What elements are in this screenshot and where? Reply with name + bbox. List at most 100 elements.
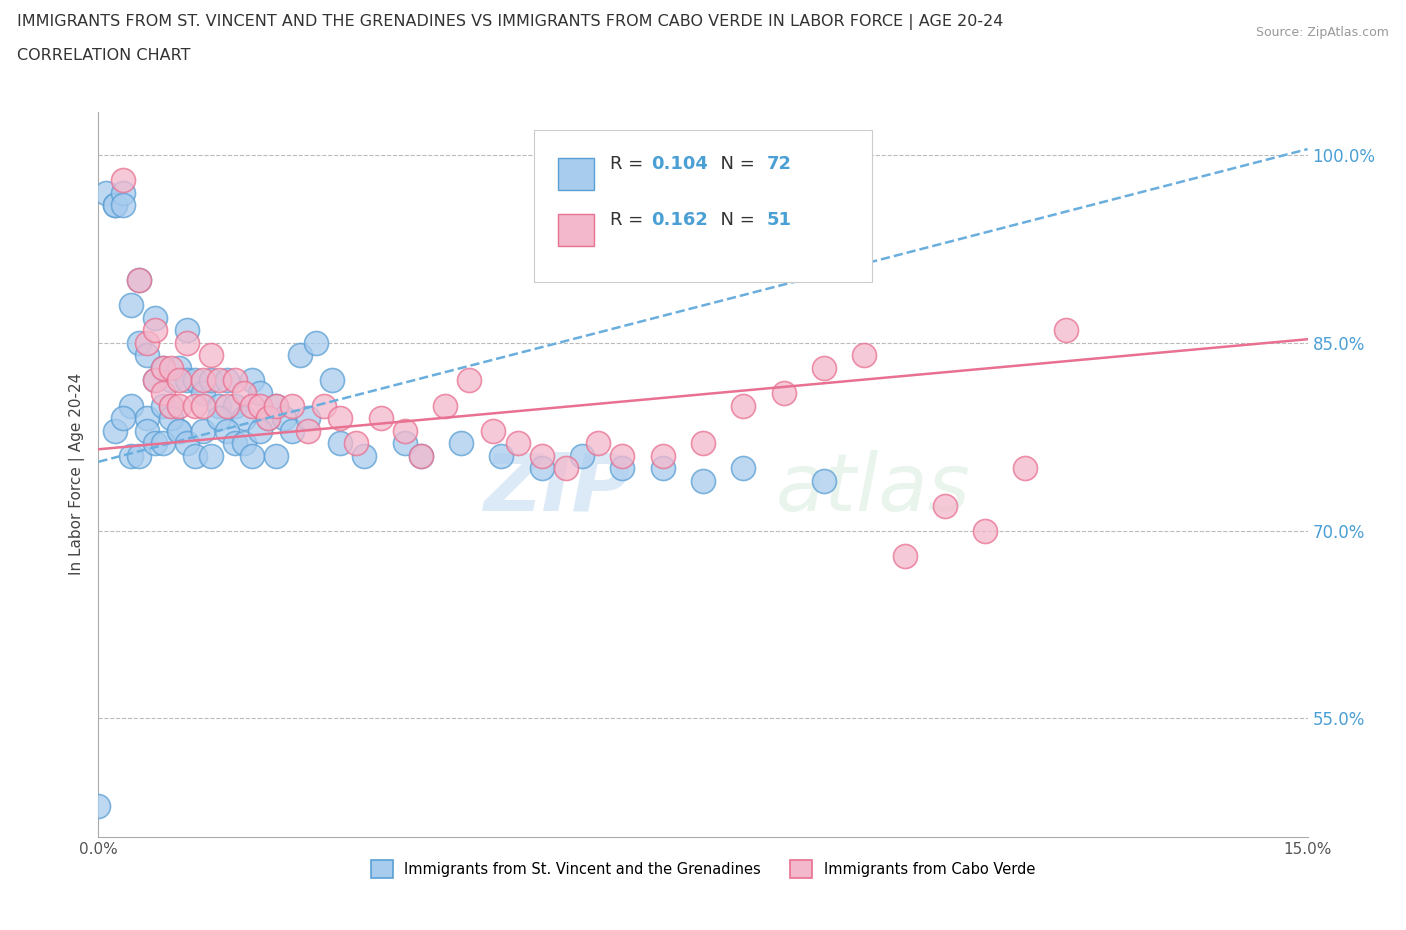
Point [217, 373, 239, 388]
Point [128, 273, 150, 288]
Bar [558, 158, 595, 190]
Point [458, 373, 481, 388]
Point [176, 373, 198, 388]
Point [329, 410, 352, 425]
Point [224, 435, 246, 450]
Point [273, 410, 295, 425]
Point [87, 798, 110, 813]
Point [160, 410, 183, 425]
Text: Source: ZipAtlas.com: Source: ZipAtlas.com [1256, 26, 1389, 39]
Point [103, 198, 125, 213]
Point [394, 423, 416, 438]
Point [208, 410, 231, 425]
Point [135, 423, 157, 438]
Point [353, 448, 375, 463]
Point [288, 348, 311, 363]
Point [692, 473, 714, 488]
Point [152, 435, 174, 450]
Point [297, 423, 319, 438]
Point [184, 448, 207, 463]
Point [111, 173, 134, 188]
Point [217, 398, 239, 413]
Point [143, 323, 166, 338]
Text: 51: 51 [768, 211, 792, 230]
Point [96, 185, 118, 200]
Point [128, 336, 150, 351]
Point [193, 398, 215, 413]
Point [217, 423, 239, 438]
Point [143, 373, 166, 388]
Point [152, 386, 174, 401]
Bar [558, 214, 595, 246]
Point [111, 185, 134, 200]
Point [135, 336, 157, 351]
Point [135, 410, 157, 425]
Point [200, 373, 222, 388]
Point [224, 398, 246, 413]
Point [160, 361, 183, 376]
Point [160, 398, 183, 413]
Point [813, 361, 835, 376]
Point [264, 448, 287, 463]
Point [264, 398, 287, 413]
Text: IMMIGRANTS FROM ST. VINCENT AND THE GRENADINES VS IMMIGRANTS FROM CABO VERDE IN : IMMIGRANTS FROM ST. VINCENT AND THE GREN… [17, 14, 1004, 30]
Point [120, 448, 142, 463]
Point [160, 373, 183, 388]
Point [1014, 460, 1036, 475]
Text: 72: 72 [768, 154, 792, 173]
Point [143, 373, 166, 388]
Text: N =: N = [709, 211, 761, 230]
Point [264, 398, 287, 413]
Point [450, 435, 472, 450]
Point [281, 423, 304, 438]
Point [167, 423, 190, 438]
Point [305, 336, 328, 351]
Point [240, 448, 263, 463]
Point [772, 386, 794, 401]
Point [974, 524, 997, 538]
Y-axis label: In Labor Force | Age 20-24: In Labor Force | Age 20-24 [69, 373, 84, 576]
FancyBboxPatch shape [534, 130, 872, 282]
Point [232, 410, 254, 425]
Point [143, 311, 166, 325]
Point [232, 435, 254, 450]
Point [612, 448, 634, 463]
Point [733, 460, 755, 475]
Point [651, 460, 673, 475]
Point [813, 473, 835, 488]
Point [176, 435, 198, 450]
Point [152, 361, 174, 376]
Point [184, 398, 207, 413]
Point [103, 423, 125, 438]
Point [167, 373, 190, 388]
Text: 0.104: 0.104 [651, 154, 707, 173]
Point [297, 410, 319, 425]
Point [409, 448, 432, 463]
Text: atlas: atlas [776, 450, 970, 528]
Point [256, 410, 278, 425]
Point [555, 460, 578, 475]
Point [143, 435, 166, 450]
Point [329, 435, 352, 450]
Point [152, 398, 174, 413]
Point [249, 423, 271, 438]
Point [733, 398, 755, 413]
Point [482, 423, 505, 438]
Point [321, 373, 343, 388]
Point [530, 460, 553, 475]
Point [651, 448, 673, 463]
Point [853, 348, 876, 363]
Point [135, 348, 157, 363]
Point [370, 410, 392, 425]
Point [193, 386, 215, 401]
Point [111, 198, 134, 213]
Point [240, 398, 263, 413]
Point [152, 361, 174, 376]
Point [167, 423, 190, 438]
Point [409, 448, 432, 463]
Point [249, 386, 271, 401]
Point [128, 448, 150, 463]
Text: 0.162: 0.162 [651, 211, 707, 230]
Point [692, 435, 714, 450]
Point [200, 448, 222, 463]
